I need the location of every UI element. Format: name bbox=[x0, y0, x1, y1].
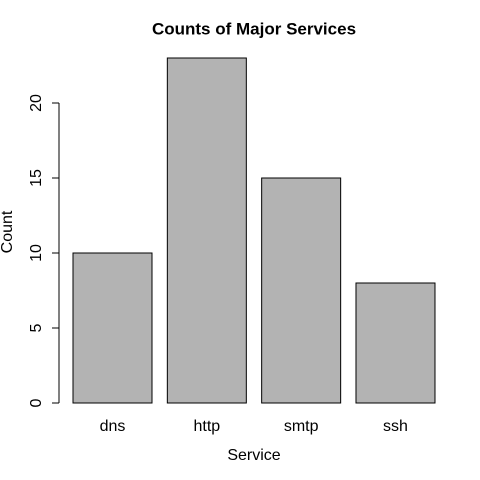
x-tick-label: smtp bbox=[284, 418, 319, 435]
bar bbox=[72, 252, 153, 404]
bar bbox=[355, 282, 436, 404]
x-tick-label: dns bbox=[100, 418, 126, 435]
bar bbox=[261, 177, 342, 404]
y-tick-label: 20 bbox=[28, 94, 45, 112]
x-axis-label: Service bbox=[227, 447, 280, 464]
y-axis-label: Count bbox=[0, 210, 16, 253]
chart-title: Counts of Major Services bbox=[152, 19, 356, 38]
y-tick-label: 15 bbox=[28, 169, 45, 187]
bar bbox=[166, 57, 247, 404]
x-tick-label: http bbox=[193, 418, 220, 435]
y-tick-label: 5 bbox=[28, 323, 45, 332]
y-tick-label: 0 bbox=[28, 398, 45, 407]
x-tick-label: ssh bbox=[383, 418, 408, 435]
y-tick-label: 10 bbox=[28, 244, 45, 262]
